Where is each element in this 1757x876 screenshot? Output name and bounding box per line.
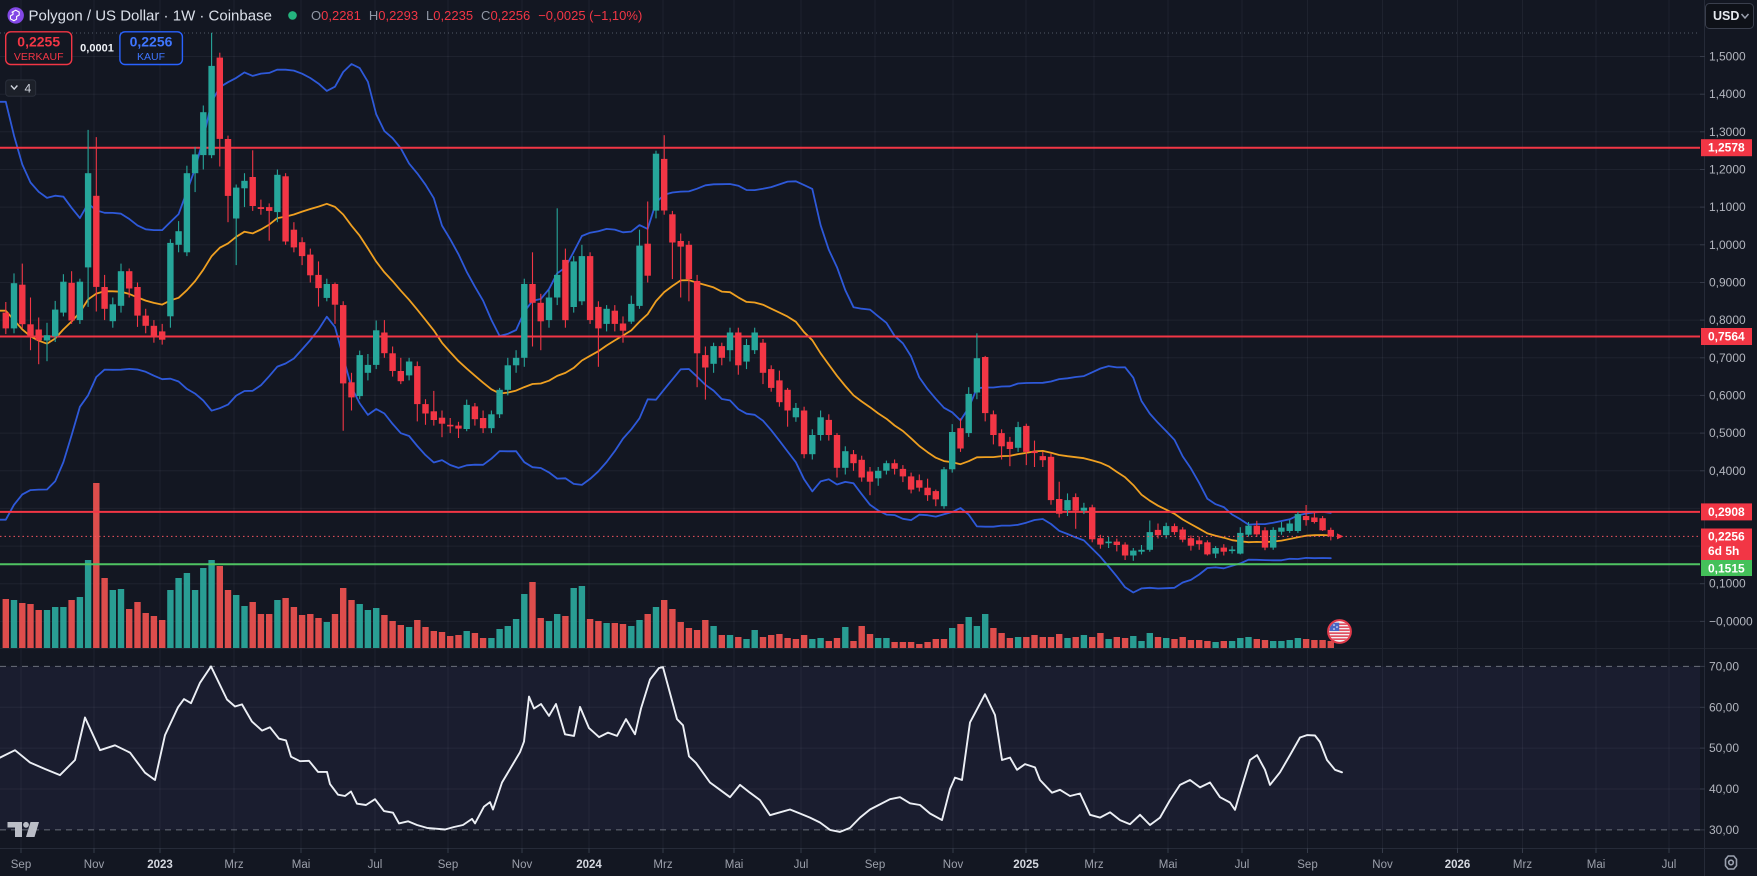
svg-text:2023: 2023: [147, 859, 173, 871]
svg-text:0,2908: 0,2908: [1708, 505, 1745, 519]
svg-text:1,3000: 1,3000: [1709, 125, 1746, 139]
svg-text:0,5000: 0,5000: [1709, 426, 1746, 440]
svg-text:Mrz: Mrz: [1084, 859, 1103, 871]
svg-text:USD: USD: [1713, 9, 1739, 23]
svg-text:1,5000: 1,5000: [1709, 50, 1746, 64]
svg-text:0,8000: 0,8000: [1709, 313, 1746, 327]
svg-text:30,00: 30,00: [1709, 823, 1739, 837]
svg-text:1,4000: 1,4000: [1709, 87, 1746, 101]
svg-text:Mai: Mai: [1159, 859, 1178, 871]
svg-text:Jul: Jul: [1662, 859, 1677, 871]
svg-text:Mai: Mai: [725, 859, 744, 871]
svg-text:0,0001: 0,0001: [80, 43, 114, 55]
svg-text:KAUF: KAUF: [137, 51, 165, 63]
svg-text:Sep: Sep: [865, 859, 885, 871]
svg-text:0,9000: 0,9000: [1709, 276, 1746, 290]
svg-text:0,2255: 0,2255: [17, 34, 60, 50]
svg-text:Nov: Nov: [1372, 859, 1393, 871]
svg-text:1,2578: 1,2578: [1708, 141, 1745, 155]
svg-text:Sep: Sep: [11, 859, 31, 871]
svg-text:0,7564: 0,7564: [1708, 330, 1745, 344]
svg-text:2025: 2025: [1013, 859, 1039, 871]
svg-text:Polygon / US Dollar · 1W · Coi: Polygon / US Dollar · 1W · Coinbase: [29, 8, 272, 25]
svg-text:−0,0000: −0,0000: [1709, 614, 1753, 628]
svg-text:50,00: 50,00: [1709, 741, 1739, 755]
svg-text:2024: 2024: [576, 859, 602, 871]
svg-text:Nov: Nov: [512, 859, 533, 871]
svg-text:0,2256: 0,2256: [1708, 530, 1745, 544]
svg-text:Nov: Nov: [943, 859, 964, 871]
svg-text:VERKAUF: VERKAUF: [14, 51, 64, 63]
svg-text:4: 4: [25, 82, 32, 96]
svg-text:Mrz: Mrz: [224, 859, 243, 871]
svg-text:70,00: 70,00: [1709, 659, 1739, 673]
svg-text:2026: 2026: [1445, 859, 1471, 871]
svg-text:0,6000: 0,6000: [1709, 388, 1746, 402]
svg-text:Mai: Mai: [292, 859, 311, 871]
svg-text:Mrz: Mrz: [653, 859, 672, 871]
svg-text:Sep: Sep: [438, 859, 458, 871]
svg-text:Mrz: Mrz: [1513, 859, 1532, 871]
svg-text:60,00: 60,00: [1709, 700, 1739, 714]
svg-text:6d 5h: 6d 5h: [1708, 544, 1739, 558]
svg-text:Jul: Jul: [1235, 859, 1250, 871]
svg-text:Sep: Sep: [1297, 859, 1317, 871]
svg-text:0,2256: 0,2256: [130, 34, 173, 50]
svg-text:Jul: Jul: [794, 859, 809, 871]
svg-text:0,4000: 0,4000: [1709, 464, 1746, 478]
svg-text:0,1000: 0,1000: [1709, 577, 1746, 591]
svg-text:1,1000: 1,1000: [1709, 200, 1746, 214]
svg-text:1,2000: 1,2000: [1709, 163, 1746, 177]
svg-text:Mai: Mai: [1587, 859, 1606, 871]
svg-text:40,00: 40,00: [1709, 782, 1739, 796]
svg-text:Jul: Jul: [368, 859, 383, 871]
svg-text:1,0000: 1,0000: [1709, 238, 1746, 252]
svg-text:Nov: Nov: [84, 859, 105, 871]
svg-text:0,1515: 0,1515: [1708, 562, 1745, 576]
svg-text:0,7000: 0,7000: [1709, 351, 1746, 365]
